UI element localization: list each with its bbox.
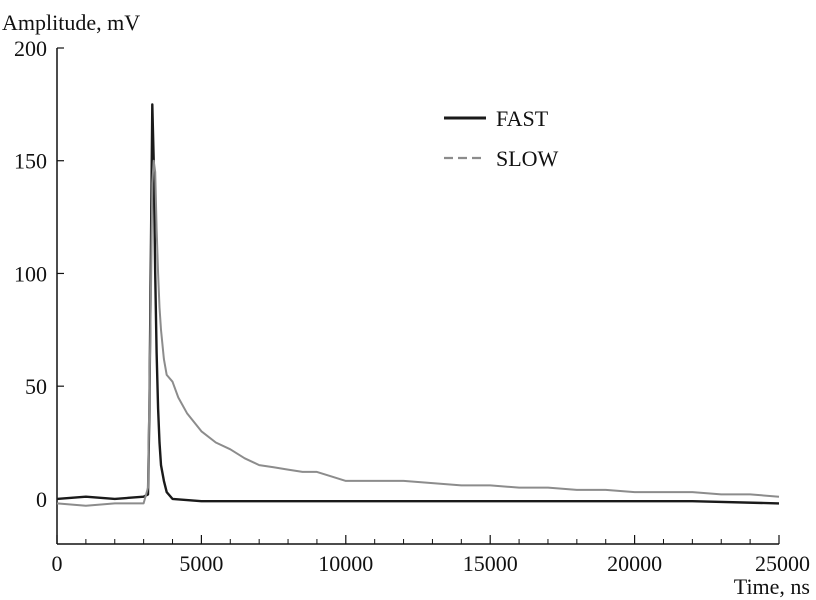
legend-label-slow: SLOW	[496, 146, 559, 171]
y-tick-label: 100	[14, 261, 47, 286]
axes	[56, 48, 779, 545]
legend-label-fast: FAST	[496, 106, 549, 131]
series-line-slow	[56, 159, 780, 507]
y-tick-label: 0	[36, 487, 47, 512]
x-tick-label: 15000	[463, 551, 518, 576]
series-line-fast	[56, 103, 780, 505]
y-tick-label: 50	[25, 374, 47, 399]
legend: FAST SLOW	[444, 106, 559, 171]
x-tick-label: 10000	[318, 551, 373, 576]
x-tick-label: 25000	[755, 551, 810, 576]
x-tick-label: 20000	[607, 551, 662, 576]
x-axis-title: Time, ns	[734, 574, 810, 599]
y-tick-label: 200	[14, 36, 47, 61]
plot-series	[56, 103, 780, 507]
ticks: 0 50 100 150 200 0 5000 10000 15000 20000 25000	[14, 36, 810, 576]
y-axis-title: Amplitude, mV	[2, 10, 140, 35]
x-tick-label: 5000	[179, 551, 223, 576]
y-tick-label: 150	[14, 149, 47, 174]
x-tick-label: 0	[52, 551, 63, 576]
